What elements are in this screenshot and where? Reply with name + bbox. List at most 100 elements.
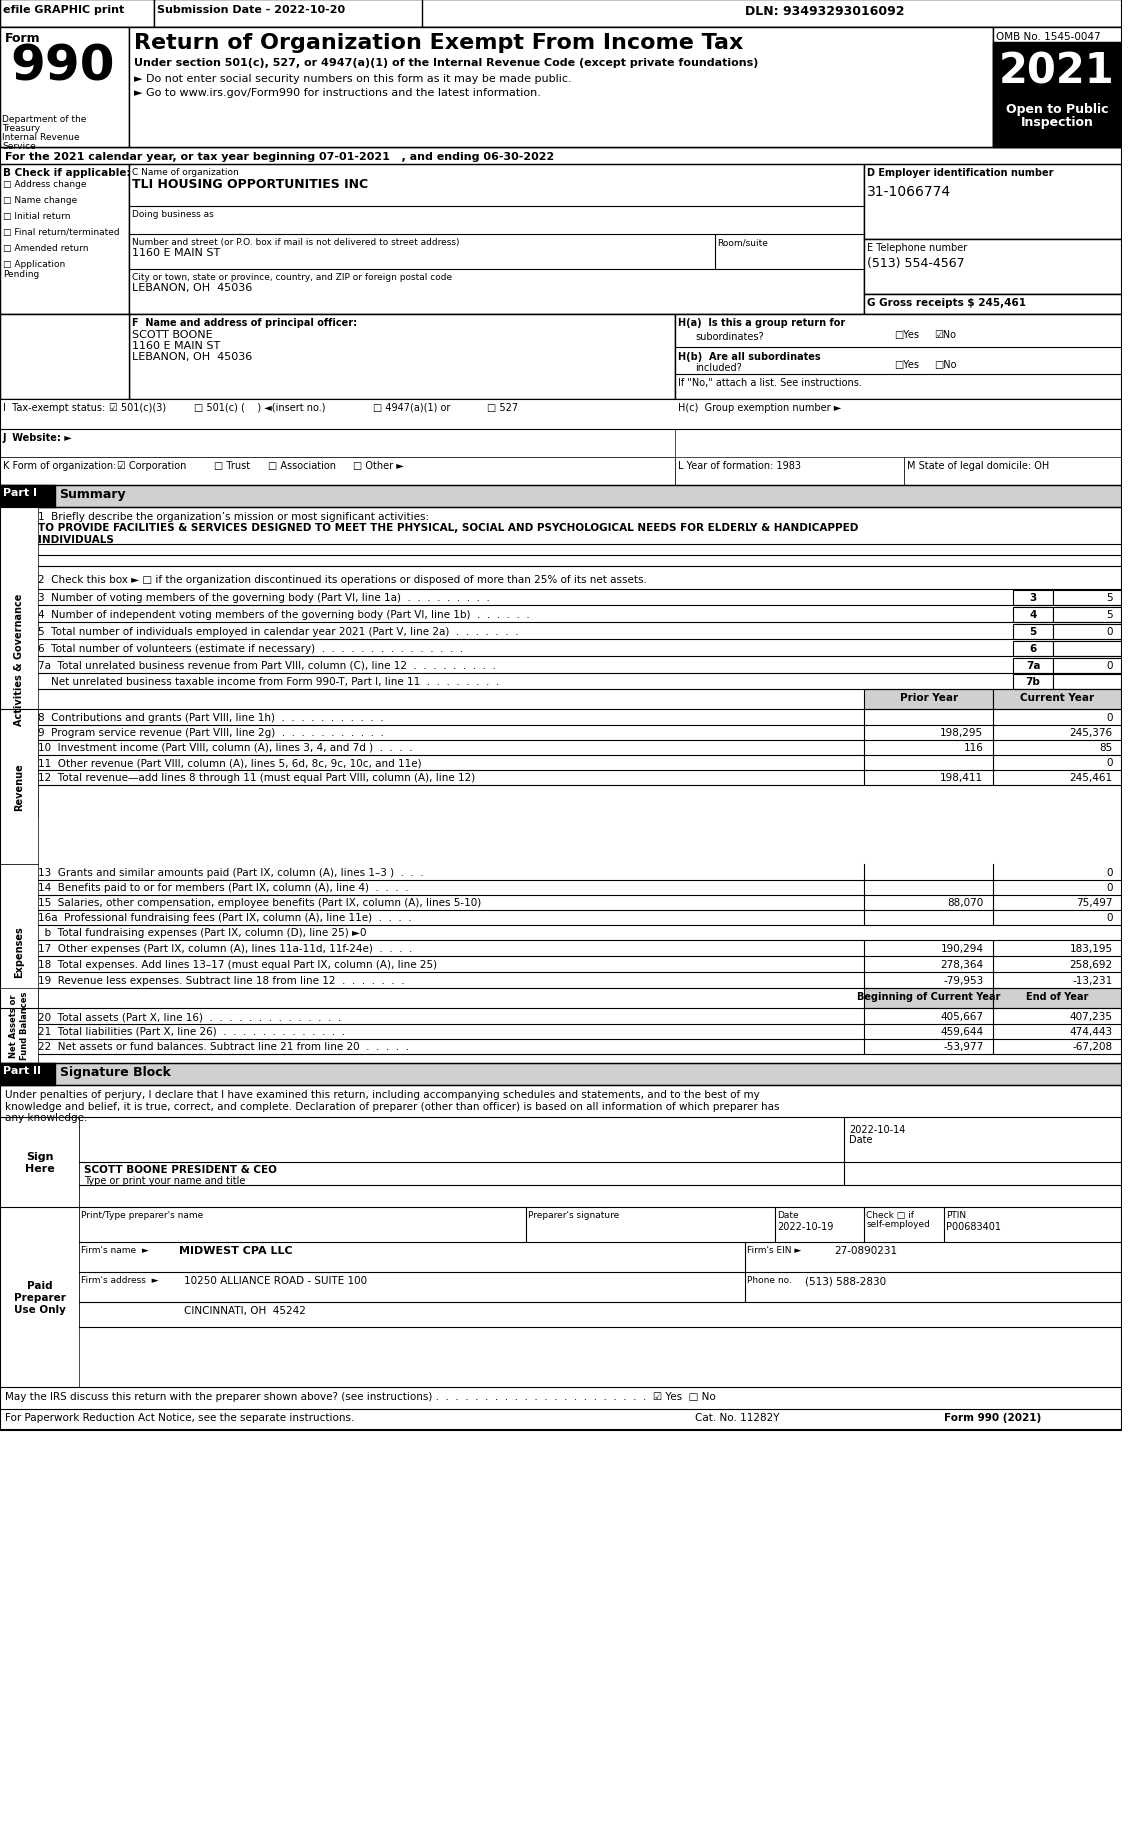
Text: □ 4947(a)(1) or: □ 4947(a)(1) or [373, 403, 449, 414]
Text: □ 527: □ 527 [487, 403, 518, 414]
Text: F  Name and address of principal officer:: F Name and address of principal officer: [132, 318, 357, 328]
Text: May the IRS discuss this return with the preparer shown above? (see instructions: May the IRS discuss this return with the… [5, 1391, 716, 1402]
Text: Number and street (or P.O. box if mail is not delivered to street address): Number and street (or P.O. box if mail i… [132, 238, 460, 247]
Text: K Form of organization:: K Form of organization: [3, 461, 116, 470]
Text: □ Trust: □ Trust [213, 461, 250, 470]
Text: 88,070: 88,070 [947, 897, 983, 908]
Bar [864, 690, 994, 710]
Text: b  Total fundraising expenses (Part IX, column (D), line 25) ►0: b Total fundraising expenses (Part IX, c… [37, 928, 366, 937]
Text: 10250 ALLIANCE ROAD - SUITE 100: 10250 ALLIANCE ROAD - SUITE 100 [184, 1276, 367, 1285]
Bar [1053, 624, 1121, 640]
Bar [864, 165, 1121, 240]
Bar [0, 485, 54, 507]
Bar [129, 165, 864, 315]
Text: PTIN: PTIN [946, 1210, 965, 1219]
Text: ☑No: ☑No [934, 329, 956, 340]
Text: Revenue: Revenue [14, 763, 24, 811]
Text: 22  Net assets or fund balances. Subtract line 21 from line 20  .  .  .  .  .: 22 Net assets or fund balances. Subtract… [37, 1041, 409, 1052]
Bar [1053, 591, 1121, 606]
Bar [994, 988, 1121, 1008]
Bar [129, 315, 675, 399]
Bar [79, 1272, 1121, 1303]
Text: -79,953: -79,953 [943, 975, 983, 986]
Bar [1053, 659, 1121, 673]
Text: ☑ 501(c)(3): ☑ 501(c)(3) [110, 403, 166, 414]
Text: □ Final return/terminated: □ Final return/terminated [3, 229, 120, 236]
Text: subordinates?: subordinates? [695, 331, 764, 342]
Text: Firm's name  ►: Firm's name ► [81, 1246, 149, 1254]
Bar [0, 1208, 79, 1387]
Text: 0: 0 [1106, 882, 1112, 893]
Bar [864, 295, 1121, 315]
Text: H(c)  Group exemption number ►: H(c) Group exemption number ► [679, 403, 842, 414]
Text: Internal Revenue: Internal Revenue [2, 134, 80, 143]
Bar [1013, 608, 1053, 622]
Bar [1053, 675, 1121, 690]
Bar [0, 485, 1121, 507]
Bar [0, 27, 1121, 148]
Text: 190,294: 190,294 [940, 944, 983, 953]
Text: DLN: 93493293016092: DLN: 93493293016092 [745, 5, 904, 18]
Text: 15  Salaries, other compensation, employee benefits (Part IX, column (A), lines : 15 Salaries, other compensation, employe… [37, 897, 481, 908]
Text: 0: 0 [1106, 626, 1112, 637]
Text: 4: 4 [1030, 609, 1036, 620]
Text: 198,411: 198,411 [940, 772, 983, 783]
Text: 17  Other expenses (Part IX, column (A), lines 11a-11d, 11f-24e)  .  .  .  .: 17 Other expenses (Part IX, column (A), … [37, 944, 412, 953]
Text: Firm's address  ►: Firm's address ► [81, 1276, 159, 1285]
Bar [79, 1243, 1121, 1272]
Text: TLI HOUSING OPPORTUNITIES INC: TLI HOUSING OPPORTUNITIES INC [132, 178, 368, 190]
Text: □ Address change: □ Address change [3, 179, 87, 188]
Text: 13  Grants and similar amounts paid (Part IX, column (A), lines 1–3 )  .  .  .: 13 Grants and similar amounts paid (Part… [37, 867, 423, 878]
Text: 18  Total expenses. Add lines 13–17 (must equal Part IX, column (A), line 25): 18 Total expenses. Add lines 13–17 (must… [37, 959, 437, 970]
Bar [1013, 591, 1053, 606]
Text: 75,497: 75,497 [1076, 897, 1112, 908]
Text: 20  Total assets (Part X, line 16)  .  .  .  .  .  .  .  .  .  .  .  .  .  .: 20 Total assets (Part X, line 16) . . . … [37, 1012, 341, 1021]
Text: Department of the: Department of the [2, 115, 86, 124]
Text: 85: 85 [1100, 743, 1112, 752]
Bar [1053, 642, 1121, 657]
Text: Prior Year: Prior Year [900, 692, 957, 703]
Bar [994, 27, 1121, 148]
Bar [994, 99, 1121, 148]
Text: 258,692: 258,692 [1069, 959, 1112, 970]
Bar [864, 988, 994, 1008]
Text: 11  Other revenue (Part VIII, column (A), lines 5, 6d, 8c, 9c, 10c, and 11e): 11 Other revenue (Part VIII, column (A),… [37, 758, 421, 767]
Text: □ Application
Pending: □ Application Pending [3, 260, 65, 280]
Text: 6  Total number of volunteers (estimate if necessary)  .  .  .  .  .  .  .  .  .: 6 Total number of volunteers (estimate i… [37, 644, 463, 653]
Text: If "No," attach a list. See instructions.: If "No," attach a list. See instructions… [679, 377, 863, 388]
Bar [0, 0, 1121, 27]
Text: Cat. No. 11282Y: Cat. No. 11282Y [695, 1413, 780, 1422]
Text: End of Year: End of Year [1026, 992, 1088, 1001]
Text: CINCINNATI, OH  45242: CINCINNATI, OH 45242 [184, 1305, 306, 1316]
Text: efile GRAPHIC print: efile GRAPHIC print [3, 5, 124, 15]
Bar [675, 458, 904, 485]
Text: Net Assets or
Fund Balances: Net Assets or Fund Balances [9, 992, 28, 1060]
Bar [1013, 624, 1053, 640]
Bar [0, 165, 129, 315]
Bar [0, 458, 675, 485]
Text: B Check if applicable:: B Check if applicable: [3, 168, 131, 178]
Text: Inspection: Inspection [1021, 115, 1093, 128]
Text: -67,208: -67,208 [1073, 1041, 1112, 1052]
Text: 245,461: 245,461 [1069, 772, 1112, 783]
Text: 0: 0 [1106, 661, 1112, 670]
Text: 198,295: 198,295 [940, 728, 983, 737]
Text: □ Association: □ Association [269, 461, 336, 470]
Text: 9  Program service revenue (Part VIII, line 2g)  .  .  .  .  .  .  .  .  .  .  .: 9 Program service revenue (Part VIII, li… [37, 728, 384, 737]
Bar [864, 240, 1121, 295]
Text: 21  Total liabilities (Part X, line 26)  .  .  .  .  .  .  .  .  .  .  .  .  .: 21 Total liabilities (Part X, line 26) .… [37, 1027, 344, 1036]
Text: 1160 E MAIN ST: 1160 E MAIN ST [132, 340, 220, 351]
Text: 8  Contributions and grants (Part VIII, line 1h)  .  .  .  .  .  .  .  .  .  .  : 8 Contributions and grants (Part VIII, l… [37, 712, 384, 723]
Text: □ Initial return: □ Initial return [3, 212, 70, 221]
Text: -13,231: -13,231 [1073, 975, 1112, 986]
Text: Service: Service [2, 143, 36, 150]
Text: ► Do not enter social security numbers on this form as it may be made public.: ► Do not enter social security numbers o… [134, 73, 571, 84]
Text: ☑ Corporation: ☑ Corporation [117, 461, 186, 470]
Text: 0: 0 [1106, 758, 1112, 767]
Text: P00683401: P00683401 [946, 1221, 1000, 1232]
Text: ► Go to www.irs.gov/Form990 for instructions and the latest information.: ► Go to www.irs.gov/Form990 for instruct… [134, 88, 541, 99]
Text: Check □ if: Check □ if [866, 1210, 914, 1219]
Text: self-employed: self-employed [866, 1219, 930, 1228]
Text: D Employer identification number: D Employer identification number [867, 168, 1053, 178]
Text: SCOTT BOONE PRESIDENT & CEO: SCOTT BOONE PRESIDENT & CEO [85, 1164, 278, 1175]
